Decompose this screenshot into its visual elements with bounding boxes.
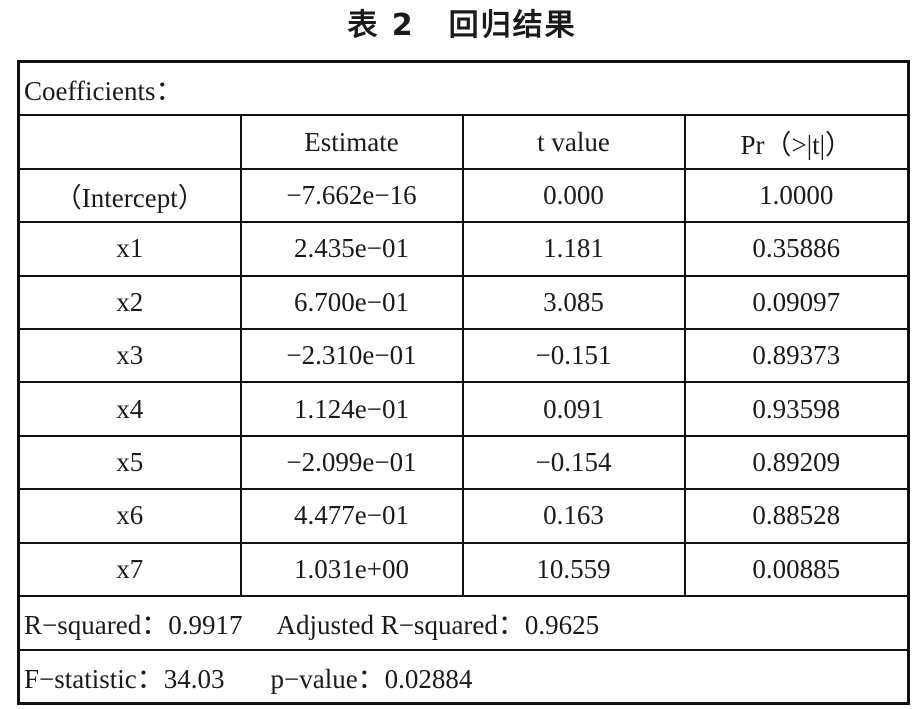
p-value-cell: 0.89373: [683, 328, 910, 384]
row-label-cell: x2: [17, 274, 242, 331]
row-label-cell: x1: [17, 221, 242, 277]
p-value-cell: 0.89209: [683, 434, 910, 491]
table-row: x4 1.124e−01 0.091 0.93598: [17, 381, 910, 437]
table-row: x3 −2.310e−01 −0.151 0.89373: [17, 328, 910, 384]
header-cell-estimate: Estimate: [239, 114, 464, 170]
table-row: x2 6.700e−01 3.085 0.09097: [17, 274, 910, 331]
estimate-cell: 2.435e−01: [239, 221, 464, 277]
coefficients-label: Coefficients：: [17, 60, 910, 117]
p-value-cell: 0.00885: [683, 541, 910, 598]
p-value-cell: 0.09097: [683, 274, 910, 331]
r-squared-row: R−squared：0.9917 Adjusted R−squared：0.962…: [17, 595, 910, 651]
p-value-cell: 1.0000: [683, 167, 910, 224]
header-cell-blank: [17, 114, 242, 170]
table-row: x1 2.435e−01 1.181 0.35886: [17, 221, 910, 277]
f-statistic-row: F−statistic：34.03 p−value：0.02884: [17, 648, 910, 705]
row-label-cell: x4: [17, 381, 242, 437]
t-value-cell: 1.181: [461, 221, 686, 277]
header-row: Estimate t value Pr（>|t|）: [17, 114, 910, 170]
t-value-cell: 0.163: [461, 488, 686, 544]
estimate-cell: 1.124e−01: [239, 381, 464, 437]
coefficients-row: Coefficients：: [17, 60, 910, 117]
row-label-cell: x6: [17, 488, 242, 544]
r-squared-text: R−squared：0.9917: [24, 610, 243, 641]
table-row: （Intercept） −7.662e−16 0.000 1.0000: [17, 167, 910, 224]
p-value-text: p−value：0.02884: [270, 663, 473, 694]
p-value-cell: 0.88528: [683, 488, 910, 544]
t-value-cell: −0.151: [461, 328, 686, 384]
estimate-cell: 6.700e−01: [239, 274, 464, 331]
t-value-cell: 10.559: [461, 541, 686, 598]
table-title: 表 2 回归结果: [0, 4, 924, 48]
f-statistic-cell: F−statistic：34.03 p−value：0.02884: [17, 648, 910, 705]
table-row: x7 1.031e+00 10.559 0.00885: [17, 541, 910, 598]
p-value-cell: 0.35886: [683, 221, 910, 277]
header-cell-t-value: t value: [461, 114, 686, 170]
f-statistic-text: F−statistic：34.03: [24, 663, 225, 694]
row-label-cell: （Intercept）: [17, 167, 242, 224]
t-value-cell: −0.154: [461, 434, 686, 491]
p-value-cell: 0.93598: [683, 381, 910, 437]
t-value-cell: 3.085: [461, 274, 686, 331]
row-label-cell: x5: [17, 434, 242, 491]
estimate-cell: 1.031e+00: [239, 541, 464, 598]
header-cell-p-value: Pr（>|t|）: [683, 114, 910, 170]
table-number: 表 2: [347, 8, 415, 43]
row-label-cell: x3: [17, 328, 242, 384]
table-row: x6 4.477e−01 0.163 0.88528: [17, 488, 910, 544]
regression-table: Coefficients： Estimate t value Pr（>|t|） …: [17, 60, 911, 705]
estimate-cell: −2.310e−01: [239, 328, 464, 384]
r-squared-cell: R−squared：0.9917 Adjusted R−squared：0.962…: [17, 595, 910, 651]
estimate-cell: −7.662e−16: [239, 167, 464, 224]
t-value-cell: 0.000: [461, 167, 686, 224]
table-caption: 回归结果: [448, 8, 577, 43]
adjusted-r-squared-text: Adjusted R−squared：0.9625: [276, 610, 600, 641]
row-label-cell: x7: [17, 541, 242, 598]
t-value-cell: 0.091: [461, 381, 686, 437]
estimate-cell: −2.099e−01: [239, 434, 464, 491]
table-row: x5 −2.099e−01 −0.154 0.89209: [17, 434, 910, 491]
estimate-cell: 4.477e−01: [239, 488, 464, 544]
